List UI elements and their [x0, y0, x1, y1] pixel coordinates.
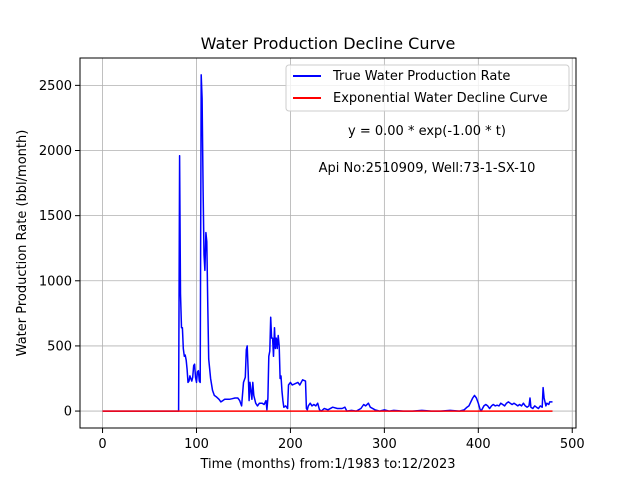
- legend: True Water Production Rate Exponential W…: [285, 64, 570, 112]
- plot-frame: [79, 57, 577, 429]
- ticks: 0 100 200 300 400 500 0 500 1000 1500 2000 2500: [39, 79, 585, 452]
- y-tick-label: 1000: [39, 274, 72, 289]
- y-axis-label: Water Production Rate (bbl/month): [15, 130, 30, 357]
- chart-title: Water Production Decline Curve: [201, 34, 456, 53]
- legend-box: [285, 64, 570, 112]
- y-tick-label: 2000: [39, 144, 72, 159]
- x-tick-label: 400: [466, 437, 491, 452]
- x-tick-label: 0: [98, 437, 106, 452]
- y-tick-label: 1500: [39, 209, 72, 224]
- x-tick-label: 100: [184, 437, 209, 452]
- grid: [80, 58, 576, 428]
- y-tick-label: 500: [47, 339, 72, 354]
- legend-label-true-water: True Water Production Rate: [332, 69, 510, 84]
- y-tick-label: 2500: [39, 79, 72, 94]
- series-layer: [102, 74, 553, 412]
- x-axis-label: Time (months) from:1/1983 to:12/2023: [199, 457, 455, 472]
- legend-label-exponential: Exponential Water Decline Curve: [333, 91, 548, 106]
- x-tick-label: 300: [372, 437, 397, 452]
- equation-annotation: y = 0.00 * exp(-1.00 * t): [348, 124, 506, 139]
- x-tick-label: 500: [560, 437, 585, 452]
- series-line-true-water-production: [102, 74, 553, 412]
- well-annotation: Api No:2510909, Well:73-1-SX-10: [319, 161, 536, 176]
- y-tick-label: 0: [64, 405, 72, 420]
- x-tick-label: 200: [278, 437, 303, 452]
